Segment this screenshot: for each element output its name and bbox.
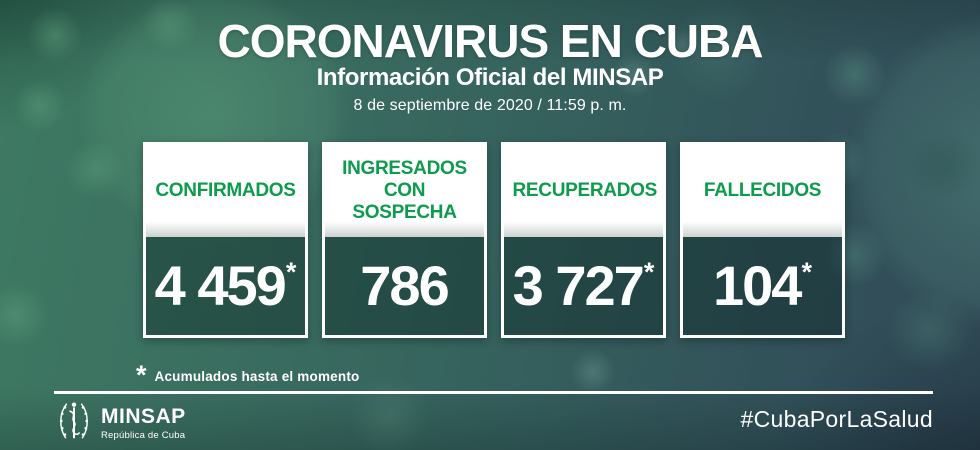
card-ingresados-header: INGRESADOS CON SOSPECHA [325,145,484,237]
card-ingresados: INGRESADOS CON SOSPECHA 786 [322,142,487,338]
footnote-text: Acumulados hasta el momento [154,369,360,384]
card-confirmados-asterisk: * [285,257,297,287]
card-ingresados-value: 786 [360,258,449,314]
card-ingresados-number: 786 [360,254,449,317]
card-confirmados: CONFIRMADOS 4 459* [143,142,308,338]
card-fallecidos-value: 104* [713,258,812,314]
card-confirmados-number: 4 459 [154,254,287,317]
card-fallecidos-body: 104* [683,237,842,335]
card-fallecidos-header: FALLECIDOS [683,145,842,237]
card-fallecidos-number: 104 [713,254,802,317]
card-confirmados-value: 4 459* [155,258,297,314]
card-fallecidos-asterisk: * [801,257,812,287]
card-confirmados-label: CONFIRMADOS [155,180,296,202]
card-recuperados-value: 3 727* [513,258,655,314]
minsap-name: MINSAP [101,405,186,428]
card-ingresados-label: INGRESADOS CON SOSPECHA [342,158,467,223]
footer-divider [54,391,933,394]
card-recuperados: RECUPERADOS 3 727* [501,142,666,338]
minsap-emblem-icon [54,399,94,448]
card-recuperados-header: RECUPERADOS [504,145,663,237]
footnote-asterisk: * [136,360,147,390]
card-recuperados-asterisk: * [643,257,655,287]
footnote: * Acumulados hasta el momento [136,362,359,389]
stat-cards-row: CONFIRMADOS 4 459* INGRESADOS CON SOSPEC… [143,142,846,338]
report-date: 8 de septiembre de 2020 / 11:59 p. m. [353,97,627,114]
page-subtitle: Información Oficial del MINSAP [316,64,664,91]
card-recuperados-label: RECUPERADOS [512,180,658,202]
card-ingresados-body: 786 [325,237,484,335]
card-recuperados-body: 3 727* [504,237,663,335]
card-fallecidos: FALLECIDOS 104* [680,142,845,338]
card-confirmados-header: CONFIRMADOS [146,145,305,237]
card-confirmados-body: 4 459* [146,237,305,335]
minsap-subtitle: República de Cuba [101,430,186,441]
card-recuperados-number: 3 727 [512,254,645,317]
minsap-logo: MINSAP República de Cuba [54,399,186,448]
card-fallecidos-label: FALLECIDOS [703,180,822,202]
minsap-wordmark: MINSAP República de Cuba [101,406,186,441]
campaign-hashtag: #CubaPorLaSalud [740,406,933,432]
page-title: CORONAVIRUS EN CUBA [217,15,764,67]
